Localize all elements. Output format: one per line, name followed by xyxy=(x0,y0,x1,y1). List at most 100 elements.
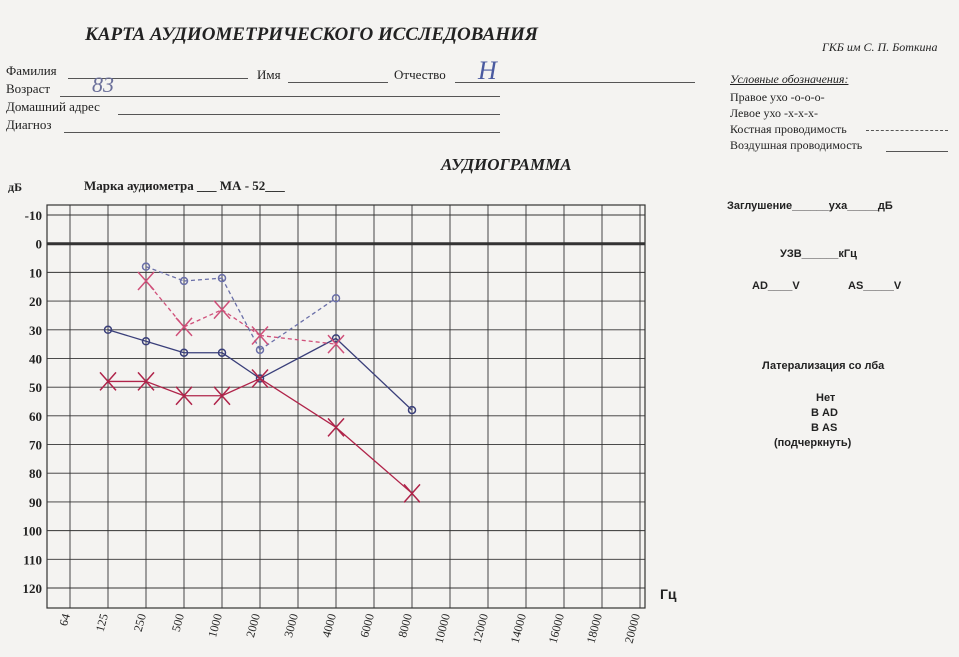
y-tick-label: 70 xyxy=(29,438,42,453)
y-axis-label: дБ xyxy=(8,180,23,194)
y-tick-label: 110 xyxy=(23,552,42,567)
masking: Заглушение______уха_____дБ xyxy=(727,200,893,212)
marker-cross xyxy=(175,386,193,406)
marker-circle xyxy=(141,262,151,271)
marker-circle xyxy=(217,273,227,283)
chart-title: АУДИОГРАММА xyxy=(441,155,572,174)
marker-cross xyxy=(213,300,231,320)
marker-circle xyxy=(103,325,113,335)
option: (подчеркнуть) xyxy=(774,437,852,449)
y-tick-label: 0 xyxy=(36,237,43,252)
x-tick-label: 16000 xyxy=(546,612,567,645)
lateralization: Латерализация со лба xyxy=(762,360,885,372)
y-tick-label: 50 xyxy=(29,380,42,395)
y-tick-label: 30 xyxy=(29,323,42,338)
marker-circle xyxy=(217,348,227,357)
marker-cross xyxy=(327,417,345,437)
x-tick-label: 500 xyxy=(169,612,187,633)
series-segment xyxy=(221,377,261,397)
marker-circle xyxy=(331,334,341,343)
series-segment xyxy=(335,426,413,494)
x-tick-label: 8000 xyxy=(395,612,415,639)
marker-cross xyxy=(327,334,345,354)
marker-circle xyxy=(255,374,265,383)
marker-cross xyxy=(403,483,421,503)
series-segment xyxy=(183,309,223,328)
series-segment xyxy=(145,340,185,354)
series-segment xyxy=(183,277,223,282)
x-tick-label: 12000 xyxy=(470,612,491,645)
y-tick-label: 60 xyxy=(29,409,42,424)
legend-title: Условные обозначения: xyxy=(730,72,849,86)
y-tick-label: 20 xyxy=(29,294,42,309)
audiogram-chart: -10 0 10 20 30 40 50 60 70 80 90 100 110 120 64 125 250 5… xyxy=(23,204,646,645)
series-segment xyxy=(259,297,337,351)
field-line xyxy=(455,82,695,83)
x-tick-label: 2000 xyxy=(243,612,263,639)
marker-cross xyxy=(137,371,155,391)
ad: AD____V xyxy=(752,280,800,292)
series-segment xyxy=(259,377,337,428)
legend-line xyxy=(866,130,948,131)
uzv: УЗВ______кГц xyxy=(780,248,857,260)
as: AS_____V xyxy=(848,280,902,292)
plot-frame xyxy=(46,204,646,609)
x-tick-label: 3000 xyxy=(281,612,301,639)
marker-circle xyxy=(179,276,189,286)
series-segment xyxy=(259,334,337,345)
x-tick-label: 64 xyxy=(56,612,73,627)
y-tick-label: 90 xyxy=(29,495,42,510)
x-tick-label: 4000 xyxy=(319,612,339,639)
option: В AD xyxy=(811,407,838,419)
hospital: ГКБ им С. П. Боткина xyxy=(822,40,938,54)
x-tick-label: 18000 xyxy=(584,612,605,645)
marker-cross xyxy=(137,271,155,291)
option: Нет xyxy=(816,392,836,404)
y-tick-label: 80 xyxy=(29,466,42,481)
x-tick-label: 14000 xyxy=(508,612,529,645)
marker-cross xyxy=(251,326,269,346)
field-line xyxy=(288,82,388,83)
series-segment xyxy=(145,380,185,397)
series-segment xyxy=(335,337,413,411)
series-segment xyxy=(221,309,261,337)
marker-circle xyxy=(407,405,417,415)
field-line xyxy=(60,96,500,97)
series-segment xyxy=(259,337,337,380)
x-tick-label: 1000 xyxy=(205,612,225,639)
legend-item: Воздушная проводимость xyxy=(730,138,863,152)
handwriting: 83 xyxy=(92,72,114,97)
y-tick-label: -10 xyxy=(25,208,42,223)
marker-circle xyxy=(255,345,265,355)
x-axis-label: Гц xyxy=(660,586,677,602)
legend-item: Левое ухо -х-х-х- xyxy=(730,106,818,120)
x-tick-label: 20000 xyxy=(622,612,643,645)
audiometer: Марка аудиометра ___ МА - 52___ xyxy=(84,178,285,193)
x-tick-label: 250 xyxy=(131,612,149,633)
x-tick-label: 125 xyxy=(93,612,111,633)
marker-circle xyxy=(331,293,341,303)
marker-cross xyxy=(213,386,231,406)
option: В AS xyxy=(811,422,838,434)
legend-line xyxy=(886,151,948,152)
field-label: Имя xyxy=(257,67,281,82)
card-title: КАРТА АУДИОМЕТРИЧЕСКОГО ИССЛЕДОВАНИЯ xyxy=(85,24,538,45)
field-label: Домашний адрес xyxy=(6,99,100,114)
y-tick-label: 10 xyxy=(29,265,42,280)
field-line xyxy=(118,114,500,115)
marker-circle xyxy=(141,336,151,346)
field-line xyxy=(68,78,248,79)
x-tick-label: 10000 xyxy=(432,612,453,645)
y-tick-label: 100 xyxy=(23,524,43,539)
series-segment xyxy=(221,352,261,380)
marker-circle xyxy=(179,348,189,357)
marker-cross xyxy=(175,317,193,337)
field-label: Возраст xyxy=(6,81,51,96)
field-line xyxy=(64,132,500,133)
field-label: Фамилия xyxy=(6,63,57,78)
field-label: Отчество xyxy=(394,67,446,82)
series-segment xyxy=(107,329,147,342)
handwriting: Н xyxy=(478,56,497,85)
x-tick-label: 6000 xyxy=(357,612,377,639)
